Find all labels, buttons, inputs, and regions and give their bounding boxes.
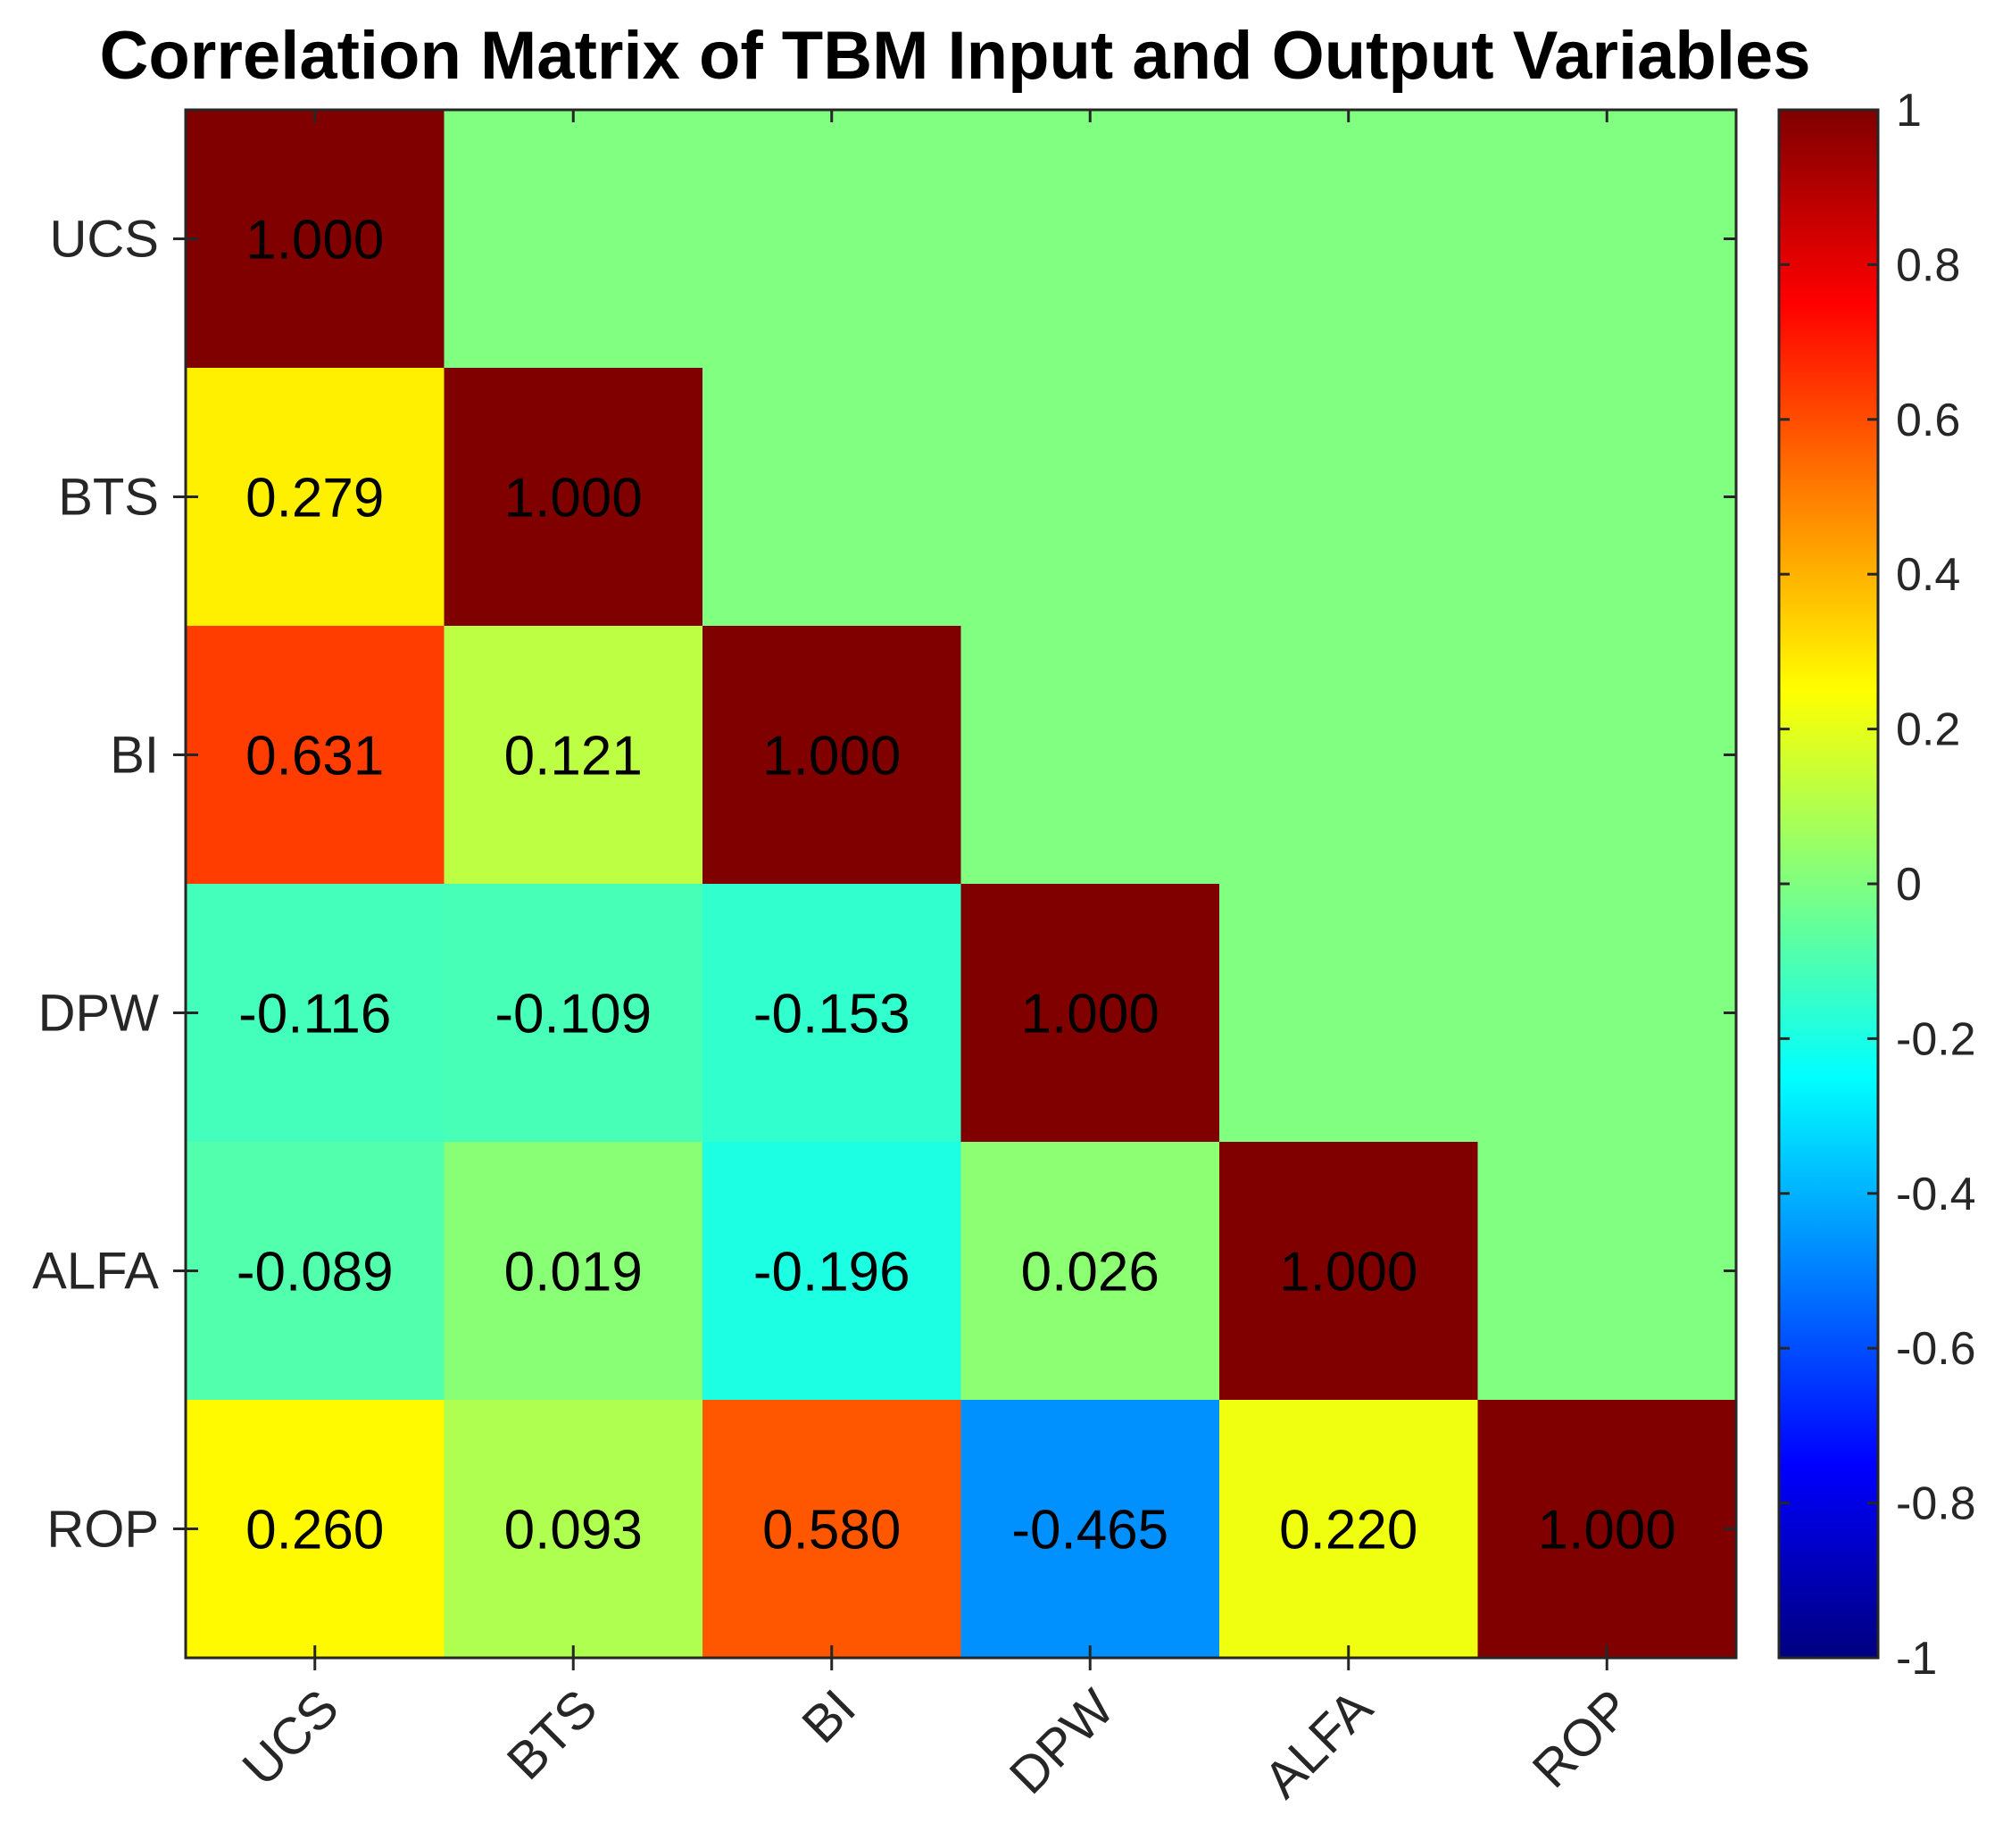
plot-frame <box>184 108 1738 1660</box>
heatmap-cell-ucs-bi <box>702 110 962 369</box>
axis-ticks <box>173 110 1736 1670</box>
chart-title: Correlation Matrix of TBM Input and Outp… <box>100 18 1811 94</box>
x-tick-label-bi: BI <box>791 1678 867 1754</box>
heatmap-cell-bts-dpw <box>960 368 1220 627</box>
heatmap-cell-rop-dpw <box>960 1400 1220 1659</box>
cell-value-label: 0.019 <box>504 1242 643 1303</box>
heatmap-cell-dpw-bts <box>444 884 703 1143</box>
heatmap-cell-ucs-rop <box>1477 110 1737 369</box>
cell-value-label: -0.116 <box>238 984 391 1045</box>
colorbar-tick-label: -0.2 <box>1896 1013 1976 1065</box>
x-axis-tick-labels: UCS BTS BI DPW ALFA ROP <box>231 1678 1641 1809</box>
colorbar-tick-label: 0.2 <box>1896 704 1960 756</box>
x-tick-label-ucs: UCS <box>231 1678 350 1797</box>
heatmap-cell-rop-alfa <box>1219 1400 1479 1659</box>
cell-value-label: 1.000 <box>1021 984 1159 1045</box>
heatmap-cell-dpw-alfa <box>1219 884 1479 1143</box>
colorbar-tick-label: 0 <box>1896 859 1922 911</box>
x-tick-label-bts: BTS <box>496 1678 609 1791</box>
heatmap-cell-bi-dpw <box>960 626 1220 885</box>
heatmap-cell-bi-ucs <box>186 626 445 885</box>
cell-value-label: 0.026 <box>1021 1242 1159 1303</box>
colorbar-tick-label: -0.8 <box>1896 1478 1976 1530</box>
y-tick-label-bts: BTS <box>58 469 159 527</box>
colorbar-tick-label: 0.4 <box>1896 549 1960 601</box>
heatmap-cell-rop-bi <box>702 1400 962 1659</box>
heatmap-cells <box>186 110 1737 1659</box>
colorbar-tick-label: 0.6 <box>1896 395 1960 446</box>
cell-value-label: 1.000 <box>762 726 901 787</box>
cell-value-label: 1.000 <box>245 210 384 271</box>
heatmap-cell-bi-rop <box>1477 626 1737 885</box>
heatmap-cell-dpw-bi <box>702 884 962 1143</box>
heatmap-cell-bi-bts <box>444 626 703 885</box>
heatmap-cell-bts-bts <box>444 368 703 627</box>
colorbar: 1 0.8 0.6 0.4 0.2 0 -0.2 -0.4 -0.6 -0.8 -1 <box>1777 85 1976 1685</box>
cell-value-label: -0.089 <box>237 1242 394 1303</box>
cell-value-label: 0.279 <box>245 468 384 529</box>
cell-value-label: -0.109 <box>495 984 652 1045</box>
cell-value-label: 0.580 <box>762 1500 901 1561</box>
heatmap-cell-ucs-ucs <box>186 110 445 369</box>
heatmap-cell-rop-bts <box>444 1400 703 1659</box>
cell-value-label: -0.153 <box>753 984 910 1045</box>
heatmap-cell-alfa-bi <box>702 1142 962 1401</box>
cell-value-labels: 1.000 0.279 1.000 0.631 0.121 1.000 -0.116 -0.1… <box>237 210 1676 1561</box>
heatmap-cell-bts-bi <box>702 368 962 627</box>
cell-value-label: 0.260 <box>245 1500 384 1561</box>
y-tick-label-alfa: ALFA <box>32 1243 159 1301</box>
x-tick-label-rop: ROP <box>1522 1678 1642 1799</box>
colorbar-tick-label: 0.8 <box>1896 239 1960 291</box>
y-tick-label-dpw: DPW <box>38 985 160 1043</box>
heatmap-cell-bi-alfa <box>1219 626 1479 885</box>
cell-value-label: 1.000 <box>504 468 643 529</box>
cell-value-label: -0.465 <box>1011 1500 1168 1561</box>
cell-value-label: 1.000 <box>1279 1242 1417 1303</box>
x-tick-label-alfa: ALFA <box>1253 1678 1384 1809</box>
heatmap-cell-bts-alfa <box>1219 368 1479 627</box>
x-tick-label-dpw: DPW <box>999 1678 1126 1805</box>
y-tick-label-bi: BI <box>110 727 159 785</box>
heatmap-cell-dpw-rop <box>1477 884 1737 1143</box>
heatmap-cell-rop-rop <box>1477 1400 1737 1659</box>
heatmap-cell-bts-ucs <box>186 368 445 627</box>
heatmap-cell-dpw-dpw <box>960 884 1220 1143</box>
cell-value-label: 1.000 <box>1538 1500 1676 1561</box>
cell-value-label: 0.121 <box>504 726 643 787</box>
colorbar-tick-label: -0.6 <box>1896 1323 1976 1375</box>
colorbar-gradient <box>1779 110 1878 1658</box>
heatmap-cell-bts-rop <box>1477 368 1737 627</box>
y-axis-tick-labels: UCS BTS BI DPW ALFA ROP <box>32 211 159 1559</box>
cell-value-label: -0.196 <box>753 1242 910 1303</box>
heatmap-cell-dpw-ucs <box>186 884 445 1143</box>
cell-value-label: 0.631 <box>245 726 384 787</box>
heatmap-cell-alfa-alfa <box>1219 1142 1479 1401</box>
y-tick-label-rop: ROP <box>46 1501 159 1559</box>
heatmap-cell-alfa-rop <box>1477 1142 1737 1401</box>
heatmap-cell-ucs-alfa <box>1219 110 1479 369</box>
heatmap-cell-rop-ucs <box>186 1400 445 1659</box>
colorbar-tick-label: -1 <box>1896 1633 1937 1685</box>
colorbar-tick-label: -0.4 <box>1896 1169 1976 1220</box>
heatmap-cell-ucs-dpw <box>960 110 1220 369</box>
heatmap-cell-alfa-dpw <box>960 1142 1220 1401</box>
heatmap-cell-alfa-bts <box>444 1142 703 1401</box>
heatmap-cell-bi-bi <box>702 626 962 885</box>
y-tick-label-ucs: UCS <box>50 211 159 269</box>
heatmap-cell-alfa-ucs <box>186 1142 445 1401</box>
heatmap-cell-ucs-bts <box>444 110 703 369</box>
cell-value-label: 0.093 <box>504 1500 643 1561</box>
cell-value-label: 0.220 <box>1279 1500 1417 1561</box>
colorbar-tick-label: 1 <box>1896 85 1922 137</box>
